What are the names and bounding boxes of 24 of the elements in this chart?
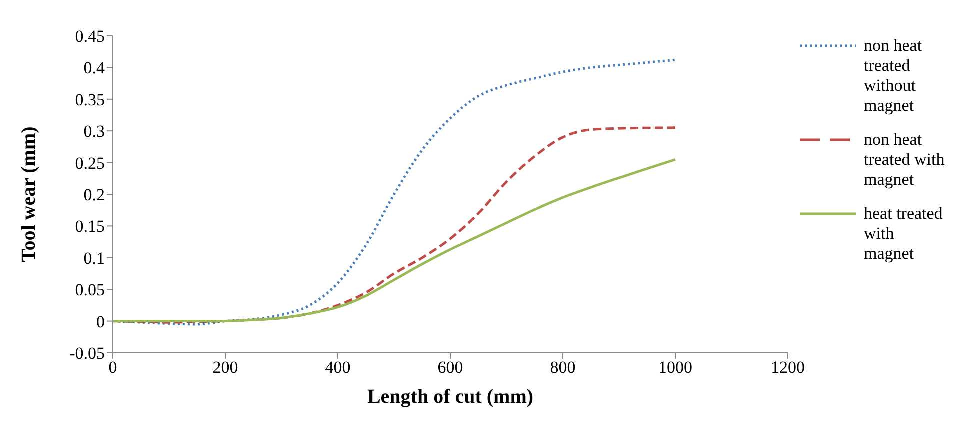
y-tick-label: 0.05 — [75, 280, 105, 300]
legend-label: non heat treated without magnet — [864, 36, 924, 116]
line-series — [113, 158, 677, 323]
x-axis-title: Length of cut (mm) — [367, 386, 534, 408]
x-tick-label: 1200 — [771, 358, 805, 378]
y-axis-title: Tool wear (mm) — [18, 126, 40, 262]
legend-label: non heat treated with magnet — [864, 130, 946, 190]
y-tick-label: 0 — [96, 312, 105, 332]
y-tick-label: 0.2 — [84, 186, 105, 205]
x-tick-label: 400 — [325, 358, 351, 378]
x-tick-label: 800 — [550, 358, 576, 378]
y-tick-label: 0.45 — [75, 27, 105, 46]
y-tick-label: 0.1 — [84, 248, 105, 268]
x-tick-label: 1000 — [658, 358, 692, 378]
x-tick-label: 0 — [108, 358, 118, 378]
y-tick-label: 0.3 — [84, 122, 105, 142]
y-tick-label: 0.35 — [75, 90, 105, 110]
y-tick-label: 0.15 — [75, 217, 105, 236]
y-tick-label: 0.25 — [75, 154, 105, 173]
x-tick-label: 600 — [438, 358, 464, 378]
x-tick-label: 200 — [212, 358, 238, 378]
y-tick-label: -0.05 — [70, 344, 105, 364]
y-tick-label: 0.4 — [84, 58, 106, 78]
legend-label: heat treated with magnet — [864, 204, 944, 264]
